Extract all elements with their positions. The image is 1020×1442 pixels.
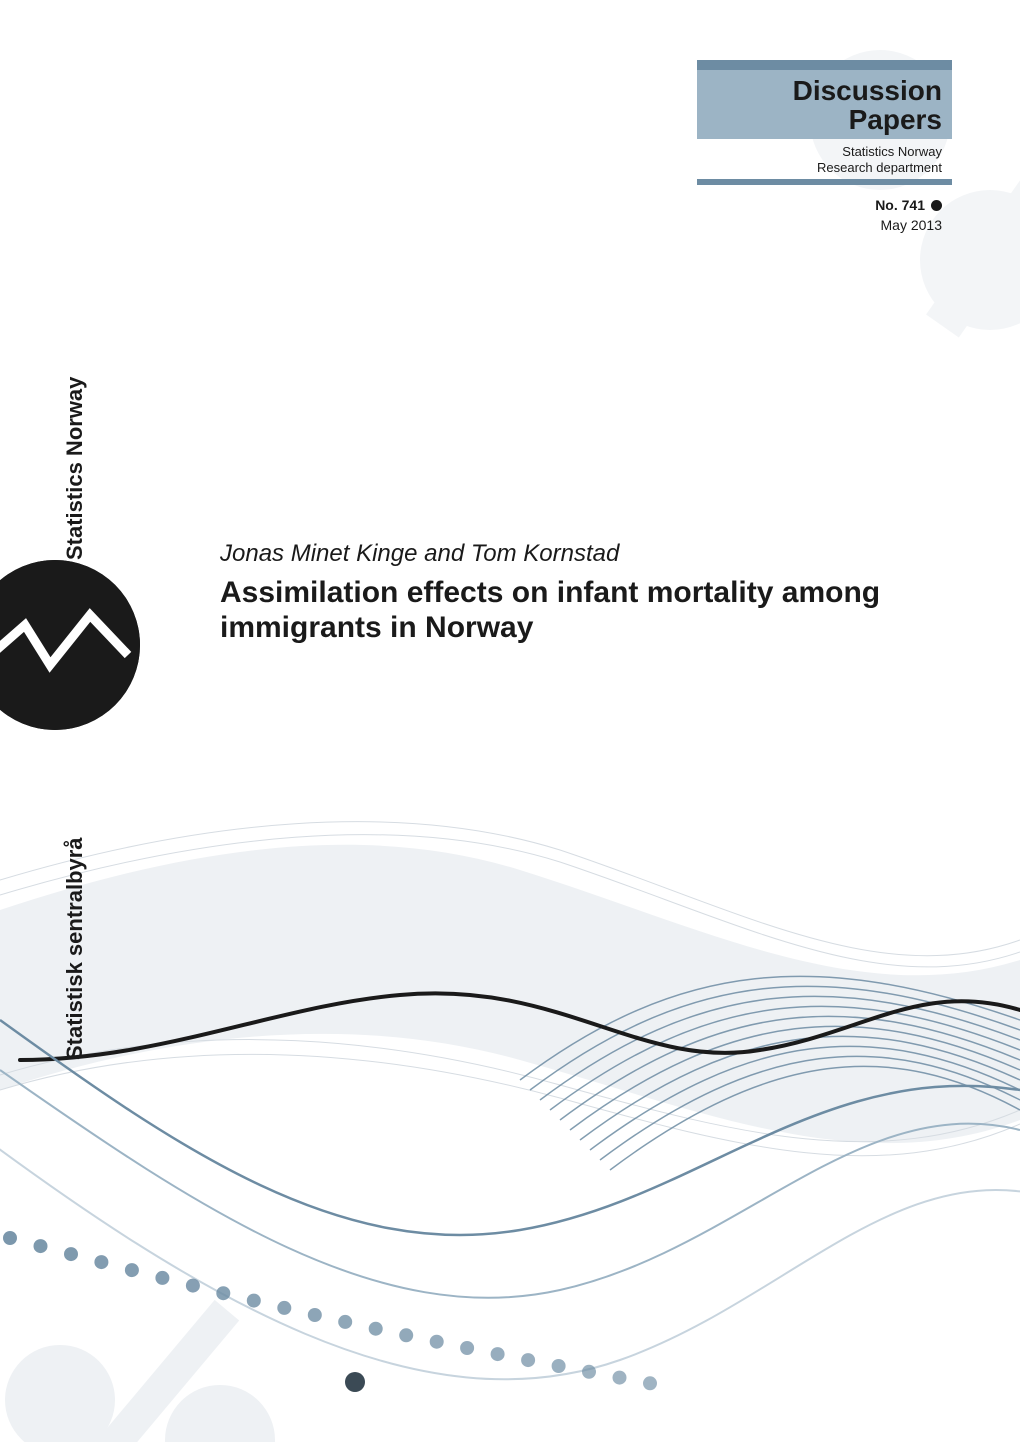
issue-meta: No. 741 May 2013 [697, 185, 952, 233]
org-name-en-vertical: Statistics Norway [62, 377, 88, 560]
issue-date: May 2013 [707, 217, 942, 233]
series-header-box: Discussion Papers Statistics Norway Rese… [697, 60, 952, 233]
paper-heading-block: Jonas Minet Kinge and Tom Kornstad Assim… [220, 540, 940, 645]
series-title-line1: Discussion [707, 76, 942, 105]
bullet-icon [931, 200, 942, 211]
series-title-block: Discussion Papers [697, 70, 952, 139]
publisher-dept: Research department [707, 160, 942, 176]
issue-number: No. 741 [875, 197, 925, 213]
series-title-line2: Papers [707, 105, 942, 134]
publisher-name: Statistics Norway [707, 144, 942, 160]
series-subtitle-block: Statistics Norway Research department [697, 139, 952, 180]
header-top-rule [697, 60, 952, 70]
org-name-no-vertical: Statistisk sentralbyrå [62, 837, 88, 1060]
paper-title: Assimilation effects on infant mortality… [220, 576, 940, 645]
paper-authors: Jonas Minet Kinge and Tom Kornstad [220, 540, 940, 568]
ssb-logo-icon [0, 560, 140, 730]
